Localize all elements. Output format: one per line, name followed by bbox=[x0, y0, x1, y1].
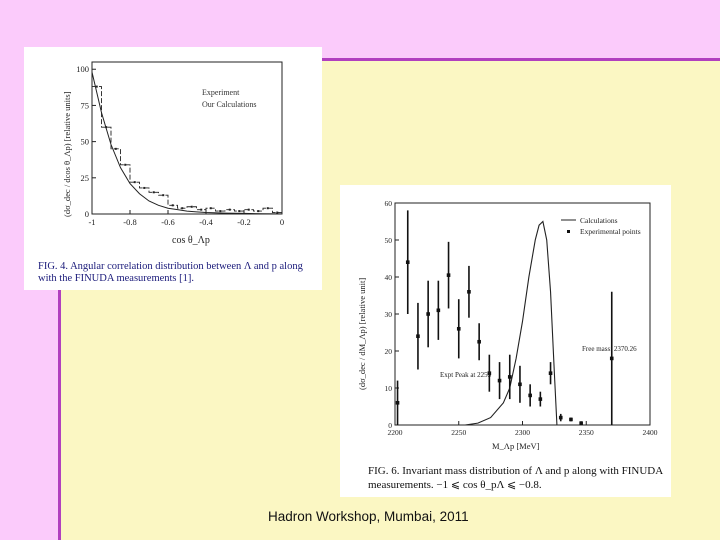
figure-6-y-tick-label: 0 bbox=[388, 421, 392, 430]
figure-6-experiment-point bbox=[395, 401, 400, 405]
figure-6-x-tick-label: 2250 bbox=[451, 428, 466, 437]
figure-4-x-tick-label: -0.8 bbox=[123, 217, 136, 227]
figure-4-experiment-point bbox=[143, 186, 146, 189]
figure-6-y-tick-label: 20 bbox=[385, 347, 393, 356]
figure-4-experiment-point bbox=[276, 211, 279, 214]
figure-6-experiment-point bbox=[579, 421, 583, 425]
figure-6-experiment-point bbox=[477, 339, 481, 344]
figure-4-experiment-point bbox=[219, 210, 222, 213]
figure-6-x-tick-label: 2350 bbox=[579, 428, 594, 437]
figure-6-experiment-point bbox=[487, 371, 492, 375]
figure-4-experiment-point bbox=[228, 208, 231, 211]
figure-6-experiment-point bbox=[518, 382, 522, 387]
figure-4-experiment-point bbox=[114, 147, 117, 150]
figure-6-experiment-point bbox=[456, 327, 461, 331]
figure-4-legend-calculations: Our Calculations bbox=[202, 100, 256, 109]
figure-4-legend-experiment: Experiment bbox=[202, 88, 240, 97]
figure-6-x-axis-label: M_Λp [MeV] bbox=[492, 441, 540, 451]
figure-6-y-tick-label: 30 bbox=[385, 310, 393, 319]
figure-4-x-tick-label: -0.2 bbox=[237, 217, 250, 227]
figure-6-y-tick-label: 60 bbox=[385, 199, 393, 208]
figure-4-experiment-point bbox=[181, 207, 184, 210]
figure-6-legend-point-swatch bbox=[567, 230, 570, 233]
figure-4-experiment-point bbox=[152, 191, 155, 194]
figure-4-x-tick-label: -1 bbox=[88, 217, 95, 227]
figure-4-experiment-point bbox=[124, 163, 127, 166]
figure-6-y-tick-label: 10 bbox=[385, 384, 393, 393]
figure-4-experiment-point bbox=[162, 194, 165, 197]
figure-6-experiment-point bbox=[416, 334, 420, 338]
figure-6-experiment-point bbox=[467, 290, 471, 294]
figure-4-experiment-point bbox=[190, 205, 193, 208]
left-divider-line bbox=[58, 52, 61, 540]
figure-6-caption: FIG. 6. Invariant mass distribution of Λ… bbox=[368, 465, 663, 491]
figure-4-x-tick-label: -0.4 bbox=[199, 217, 213, 227]
figure-6-experiment-point bbox=[426, 312, 430, 316]
figure-6-legend-experiment: Experimental points bbox=[580, 227, 641, 236]
figure-4-x-axis-label: cos θ_Λp bbox=[172, 235, 210, 246]
figure-6-y-tick-label: 50 bbox=[385, 236, 393, 245]
figure-4-experiment-point bbox=[247, 208, 250, 211]
figure-6-experiment-point bbox=[405, 260, 410, 264]
figure-4-experiment-point bbox=[171, 204, 174, 207]
figure-6-y-tick-label: 40 bbox=[385, 273, 393, 282]
figure-4-calculation-curve bbox=[91, 72, 283, 215]
figure-6-experiment-point bbox=[569, 417, 573, 422]
figure-4-caption: FIG. 4. Angular correlation distribution… bbox=[38, 261, 303, 284]
figure-6-annotation-expt-peak: Expt Peak at 2255 bbox=[440, 371, 492, 379]
figure-4-experiment-point bbox=[257, 210, 260, 213]
figure-4-x-tick-label: -0.6 bbox=[161, 217, 174, 227]
figure-6-legend-calculations: Calculations bbox=[580, 216, 618, 225]
figure-6-experiment-point bbox=[436, 308, 441, 313]
figure-6-experiment-point bbox=[609, 356, 614, 361]
figure-6-x-tick-label: 2200 bbox=[388, 428, 403, 437]
figure-6-experiment-point bbox=[497, 378, 502, 383]
figure-4-chart: -1 -0.8 -0.6 -0.4 -0.2 0 0 25 50 75 100 (dσ_dec / … bbox=[62, 61, 284, 246]
figure-6-experiment-point bbox=[538, 397, 543, 401]
figure-4-y-tick-label: 100 bbox=[76, 64, 89, 74]
figure-4-y-tick-label: 0 bbox=[85, 209, 89, 219]
figure-6-x-tick-label: 2300 bbox=[515, 428, 530, 437]
figure-4-experiment-point bbox=[266, 207, 269, 210]
figure-6-experiment-point bbox=[507, 375, 512, 379]
figure-4-experiment-point bbox=[209, 207, 212, 210]
figure-4-panel: -1 -0.8 -0.6 -0.4 -0.2 0 0 25 50 75 100 (dσ_dec / … bbox=[24, 47, 322, 290]
figure-6-experiment-point bbox=[558, 415, 563, 420]
figure-6-experiment-point bbox=[528, 393, 532, 398]
figure-4-experiment-point bbox=[200, 208, 203, 211]
header-divider-line bbox=[60, 58, 720, 61]
figure-6-calculation-curve bbox=[465, 220, 558, 426]
figure-6-experiment-point bbox=[548, 371, 553, 375]
figure-4-experiment-point bbox=[238, 210, 241, 213]
figure-4-y-tick-label: 25 bbox=[81, 173, 90, 183]
figure-6-y-axis-label: (dσ_dec / dM_Λp) [relative unit] bbox=[357, 278, 367, 390]
figure-4-experiment-point bbox=[133, 181, 136, 184]
figure-6-panel: 2200 2250 2300 2350 2400 0 10 20 30 40 50 60 (dσ_de… bbox=[340, 185, 671, 497]
figure-4-experiment-point bbox=[95, 85, 98, 88]
figure-6-x-tick-label: 2400 bbox=[643, 428, 658, 437]
figure-6-annotation-free-mass: Free mass: 2370.26 bbox=[582, 345, 637, 353]
figure-4-y-tick-label: 75 bbox=[81, 100, 90, 110]
figure-4-y-axis-label: (dσ_dec / dcos θ_Λp) [relative units] bbox=[62, 91, 72, 217]
figure-4-x-tick-label: 0 bbox=[280, 217, 284, 227]
figure-4-plot-frame bbox=[91, 61, 283, 215]
figure-6-chart: 2200 2250 2300 2350 2400 0 10 20 30 40 50 60 (dσ_de… bbox=[357, 199, 658, 451]
figure-4-y-tick-label: 50 bbox=[81, 137, 90, 147]
figure-6-experiment-point bbox=[446, 273, 451, 277]
slide-footer: Hadron Workshop, Mumbai, 2011 bbox=[268, 509, 469, 524]
